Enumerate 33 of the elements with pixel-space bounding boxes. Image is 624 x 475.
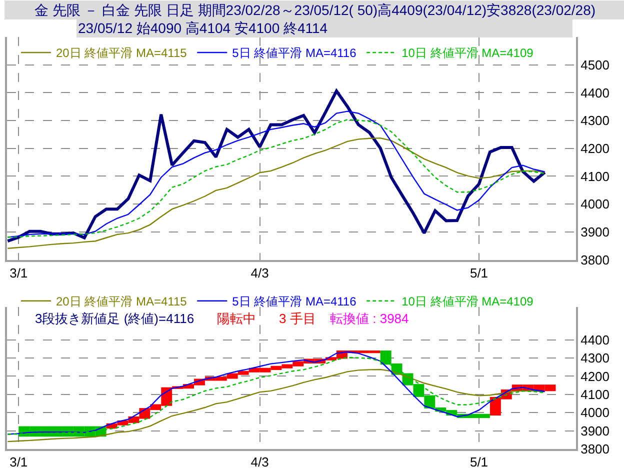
legend-label: 5日 終値平滑 MA=4116 bbox=[232, 46, 357, 60]
y-tick-label: 4100 bbox=[580, 386, 610, 402]
y-tick-label: 4200 bbox=[580, 140, 610, 156]
legend-label: 20日 終値平滑 MA=4115 bbox=[56, 294, 188, 309]
x-tick-label: 3/1 bbox=[10, 454, 28, 470]
y-tick-label: 3800 bbox=[580, 252, 610, 268]
annotation: 転換値 : 3984 bbox=[330, 311, 409, 326]
chart-title: 金 先限 － 白金 先限 日足 期間23/02/28～23/05/12( 50)高4409(23/04/12)安3828(23/02/28) bbox=[34, 2, 596, 18]
y-tick-label: 4300 bbox=[580, 350, 610, 366]
y-tick-label: 4000 bbox=[580, 196, 610, 212]
x-tick-label: 4/3 bbox=[250, 454, 269, 470]
y-tick-label: 4500 bbox=[580, 57, 610, 72]
legend-label: 10日 終値平滑 MA=4109 bbox=[402, 46, 534, 60]
x-tick-label: 5/1 bbox=[470, 265, 488, 280]
y-tick-label: 3800 bbox=[580, 442, 610, 457]
y-tick-label: 3900 bbox=[580, 423, 610, 438]
annotation: 陽転中 bbox=[217, 311, 256, 326]
y-tick-label: 4400 bbox=[580, 332, 610, 348]
annotation: 3 手目 bbox=[279, 311, 316, 326]
legend-label: 5日 終値平滑 MA=4116 bbox=[232, 294, 357, 309]
legend-label: 10日 終値平滑 MA=4109 bbox=[402, 294, 534, 309]
chart-subtitle: 23/05/12 始4090 高4104 安4100 終4114 bbox=[78, 20, 328, 36]
y-tick-label: 4300 bbox=[580, 113, 610, 128]
y-tick-label: 4000 bbox=[580, 405, 610, 420]
y-tick-label: 4200 bbox=[580, 368, 610, 384]
y-tick-label: 4100 bbox=[580, 168, 610, 184]
x-tick-label: 5/1 bbox=[470, 454, 488, 470]
legend-label: 20日 終値平滑 MA=4115 bbox=[56, 46, 188, 60]
y-tick-label: 3900 bbox=[580, 224, 610, 240]
annotation: 3段抜き新値足 (終値)=4116 bbox=[35, 311, 194, 326]
x-tick-label: 3/1 bbox=[10, 265, 28, 280]
y-tick-label: 4400 bbox=[580, 85, 610, 100]
x-tick-label: 4/3 bbox=[250, 265, 269, 280]
